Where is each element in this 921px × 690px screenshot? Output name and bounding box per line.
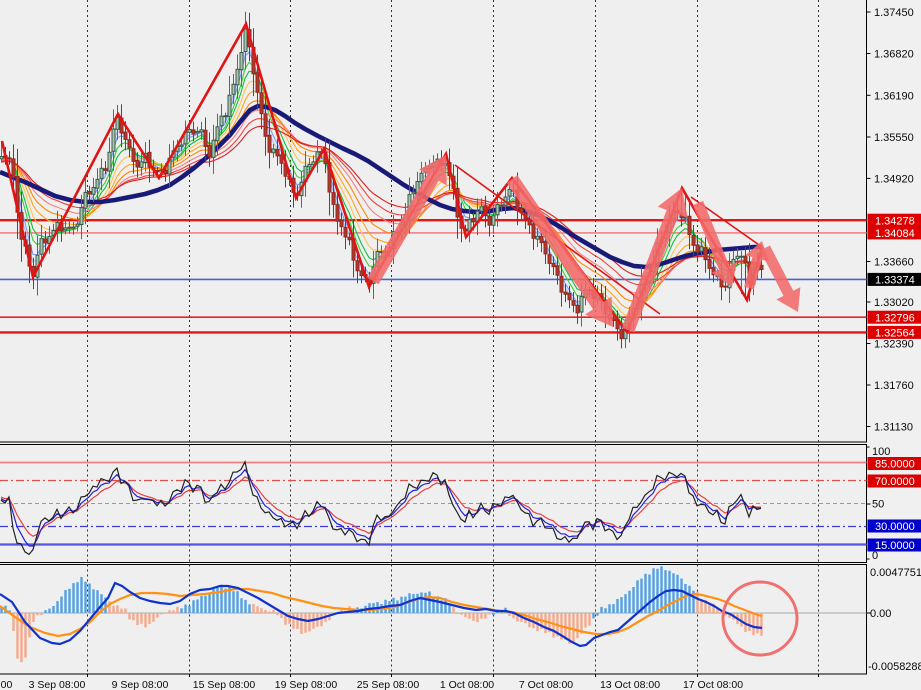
- svg-text:85.0000: 85.0000: [875, 459, 915, 471]
- svg-text:50: 50: [872, 499, 884, 511]
- svg-text:1.32564: 1.32564: [875, 328, 915, 340]
- svg-text:3 Sep 08:00: 3 Sep 08:00: [29, 679, 86, 690]
- svg-text:1.36190: 1.36190: [874, 90, 914, 102]
- svg-text:0.00: 0.00: [870, 608, 891, 620]
- svg-text:-0.0058288: -0.0058288: [868, 661, 921, 673]
- svg-text:1.37450: 1.37450: [874, 7, 914, 19]
- svg-text:15.0000: 15.0000: [875, 540, 915, 552]
- svg-text:13 Oct 08:00: 13 Oct 08:00: [600, 679, 660, 690]
- svg-text:30.0000: 30.0000: [875, 521, 915, 533]
- svg-text:1.32796: 1.32796: [875, 312, 915, 324]
- svg-text:1.34920: 1.34920: [874, 173, 914, 185]
- svg-text:70.0000: 70.0000: [875, 476, 915, 488]
- svg-text:17 Oct 08:00: 17 Oct 08:00: [683, 679, 743, 690]
- svg-text:0.0047751: 0.0047751: [870, 567, 921, 579]
- svg-text:1.31130: 1.31130: [874, 422, 913, 434]
- svg-text:9 Sep 08:00: 9 Sep 08:00: [112, 679, 169, 690]
- svg-text:1.33374: 1.33374: [875, 275, 915, 287]
- svg-text:1 Oct 08:00: 1 Oct 08:00: [440, 679, 494, 690]
- svg-text:25 Sep 08:00: 25 Sep 08:00: [357, 679, 420, 690]
- svg-text:15 Sep 08:00: 15 Sep 08:00: [193, 679, 256, 690]
- svg-text:1.34084: 1.34084: [875, 228, 915, 240]
- svg-text:1.36820: 1.36820: [874, 49, 914, 61]
- svg-text:7 Oct 08:00: 7 Oct 08:00: [519, 679, 573, 690]
- svg-text:1.35550: 1.35550: [874, 132, 914, 144]
- svg-text:1.32390: 1.32390: [874, 339, 914, 351]
- svg-text:1.31760: 1.31760: [874, 380, 914, 392]
- svg-text:100: 100: [872, 446, 890, 458]
- svg-text:0: 0: [872, 550, 878, 562]
- svg-text:19 Sep 08:00: 19 Sep 08:00: [275, 679, 338, 690]
- svg-text:1.34278: 1.34278: [875, 215, 915, 227]
- svg-text:1.33660: 1.33660: [874, 257, 914, 269]
- svg-text::00: :00: [0, 679, 12, 690]
- svg-text:1.33020: 1.33020: [874, 297, 914, 309]
